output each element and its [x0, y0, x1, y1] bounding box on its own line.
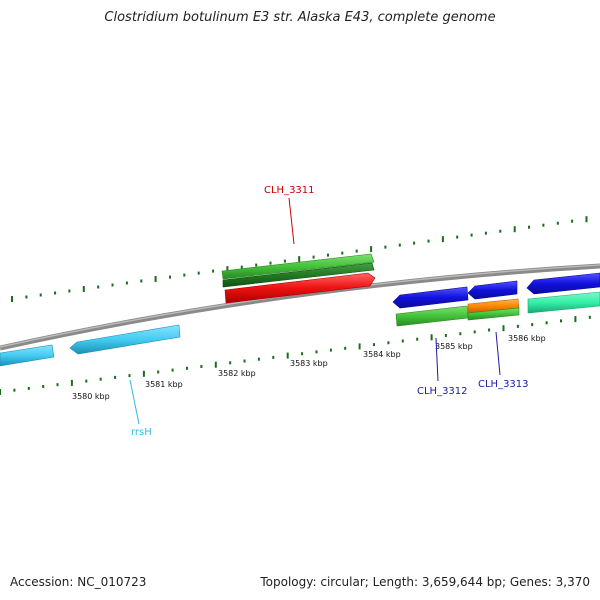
feature-clh-3311-dark-green[interactable] — [222, 262, 375, 288]
accession-text: Accession: NC_010723 — [10, 575, 147, 589]
genome-summary-text: Topology: circular; Length: 3,659,644 bp… — [260, 575, 590, 589]
leader-line-clh-3312 — [435, 337, 439, 382]
genome-backbone — [0, 263, 600, 351]
map-title: Clostridium botulinum E3 str. Alaska E43… — [104, 10, 496, 25]
tick-labels: 3580 kbp 3581 kbp 3582 kbp 3583 kbp 3584… — [72, 334, 546, 401]
gene-label-clh-3313[interactable]: CLH_3313 — [478, 379, 529, 390]
gene-label-rrsh[interactable]: rrsH — [131, 427, 152, 438]
feature-aqua-rrna[interactable] — [527, 291, 600, 314]
leader-line-clh-3313 — [495, 331, 501, 376]
tick-label-3586: 3586 kbp — [508, 334, 546, 343]
tick-label-3582: 3582 kbp — [218, 369, 256, 378]
gene-label-clh-3311[interactable]: CLH_3311 — [264, 185, 315, 196]
feature-reverse-cds-3[interactable] — [526, 272, 600, 295]
tick-label-3585: 3585 kbp — [435, 342, 473, 351]
tick-label-3583: 3583 kbp — [290, 359, 328, 368]
tick-label-3581: 3581 kbp — [145, 380, 183, 389]
feature-clh-3313-green[interactable] — [467, 307, 520, 321]
tick-label-3580: 3580 kbp — [72, 392, 110, 401]
gene-label-clh-3312[interactable]: CLH_3312 — [417, 386, 468, 397]
leader-line-rrsh — [129, 379, 140, 425]
feature-reverse-cds-2[interactable] — [467, 280, 518, 300]
leader-line-clh-3311 — [288, 197, 295, 245]
feature-clh-3311-green[interactable] — [221, 253, 375, 280]
feature-clh-3312-green[interactable] — [395, 305, 469, 327]
tick-label-3584: 3584 kbp — [363, 350, 401, 359]
feature-light-blue-left[interactable] — [0, 344, 55, 367]
lower-tick-track — [0, 315, 591, 395]
feature-rrsh[interactable] — [69, 324, 181, 355]
feature-reverse-cds-1[interactable] — [392, 286, 469, 309]
feature-clh-3311-cds[interactable] — [224, 272, 376, 304]
